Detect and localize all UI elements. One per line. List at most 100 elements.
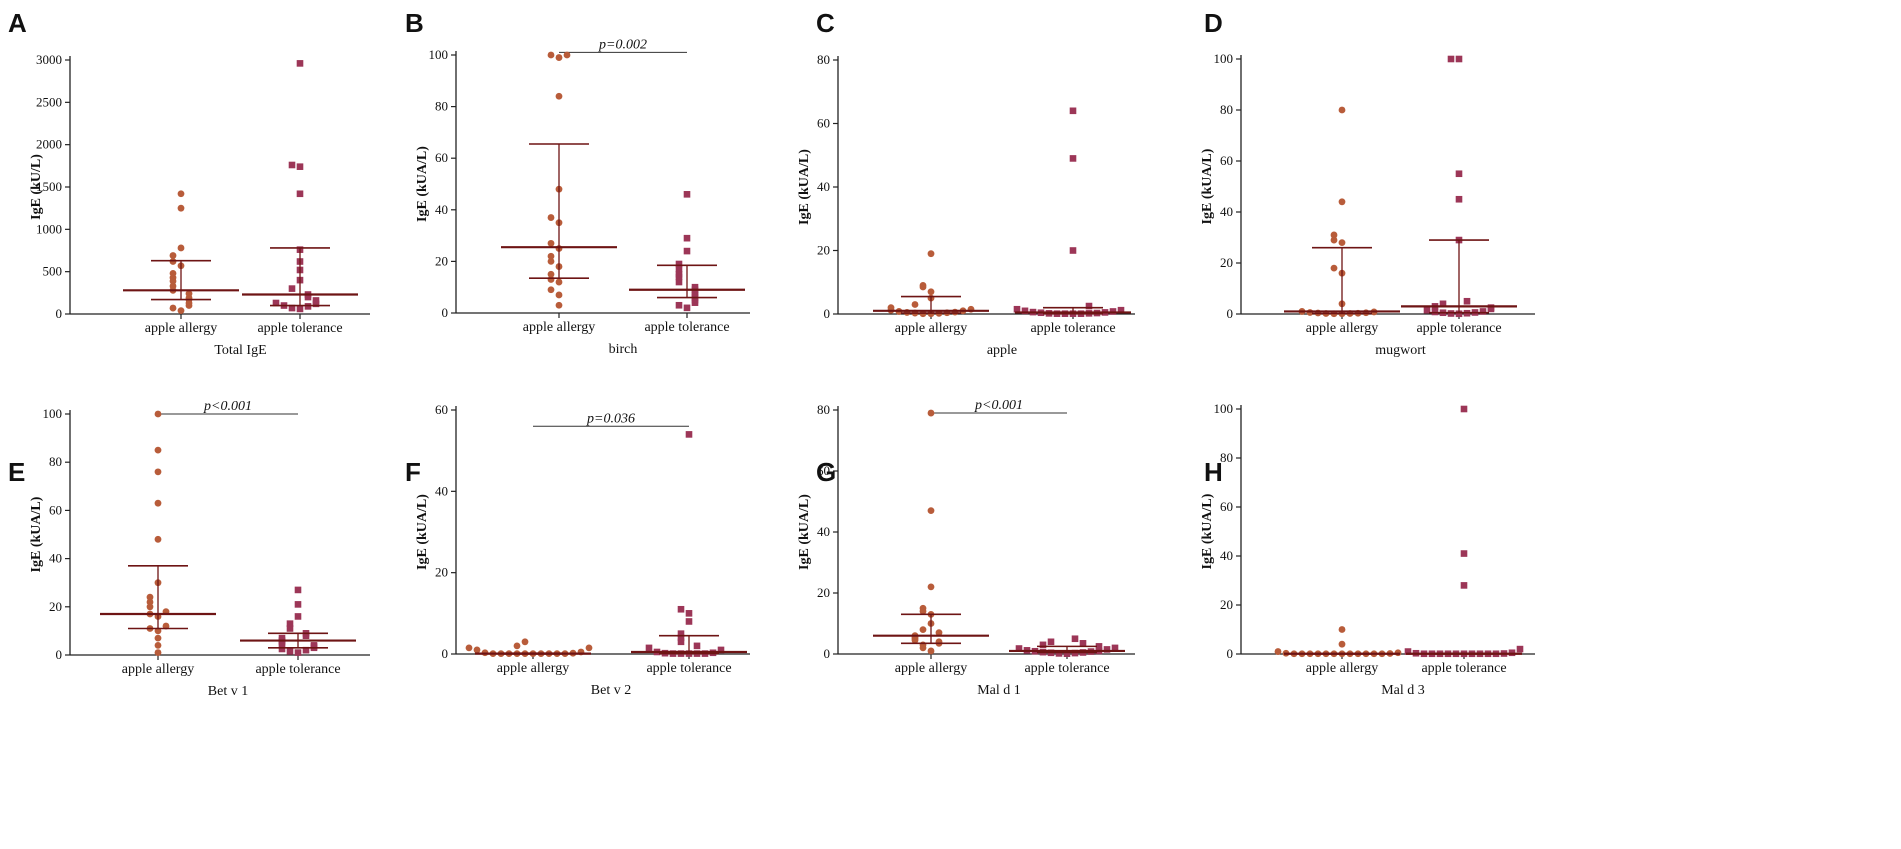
data-point	[154, 499, 162, 507]
data-point	[1055, 650, 1063, 657]
x-category-label: apple allergy	[145, 321, 217, 336]
data-point	[555, 92, 563, 100]
data-point	[1103, 646, 1111, 653]
data-point	[154, 410, 162, 418]
y-tick-label: 20	[1220, 255, 1233, 270]
y-tick-label: 60	[435, 150, 448, 165]
y-tick-label: 80	[49, 454, 62, 469]
data-point	[1338, 626, 1346, 633]
data-point	[717, 646, 725, 654]
data-point	[169, 304, 177, 312]
y-tick-label: 40	[435, 202, 448, 217]
data-point	[677, 638, 685, 646]
y-tick-label: 60	[1220, 499, 1233, 514]
panel-e: E 0 20 40 60 80 100 IgE (kUA/L) apple allergy app…	[8, 399, 370, 699]
data-point	[1447, 55, 1455, 63]
data-point	[169, 252, 177, 259]
data-point	[1338, 106, 1346, 114]
data-point	[288, 285, 296, 292]
data-point	[1085, 302, 1093, 310]
data-point	[185, 290, 193, 298]
data-point	[1274, 648, 1282, 655]
data-point	[1404, 648, 1412, 655]
panel-letter: E	[8, 457, 25, 487]
data-point	[683, 234, 691, 242]
p-value-label: p=0.002	[598, 37, 647, 52]
panel-b: B 0 20 40 60 80 100 IgE (kUA/L) apple allergy app…	[405, 8, 750, 357]
data-point	[296, 305, 304, 313]
data-point	[685, 618, 693, 625]
data-point	[685, 431, 693, 438]
data-point	[521, 638, 529, 646]
data-point	[1455, 170, 1463, 178]
data-point	[304, 303, 312, 310]
x-category-label: apple tolerance	[644, 320, 729, 335]
data-point	[1013, 305, 1021, 313]
y-tick-label: 80	[1220, 450, 1233, 465]
data-point	[919, 641, 927, 649]
data-point	[272, 299, 280, 307]
data-point	[555, 54, 563, 61]
data-point	[1015, 645, 1023, 652]
x-category-label: apple tolerance	[1421, 661, 1506, 676]
data-point	[1479, 308, 1487, 315]
y-tick-label: 20	[49, 599, 62, 614]
data-point	[169, 282, 177, 290]
data-point	[473, 646, 481, 654]
data-point	[691, 283, 699, 291]
data-point	[177, 307, 185, 315]
x-axis-label: Total IgE	[214, 343, 266, 358]
data-point	[177, 204, 185, 212]
data-point	[1069, 247, 1077, 254]
data-point	[547, 214, 555, 221]
x-axis-label: Mal d 3	[1381, 683, 1425, 698]
y-axis-label: IgE (kUA/L)	[797, 494, 812, 570]
data-point	[1079, 640, 1087, 647]
y-tick-label: 500	[43, 264, 63, 279]
data-point	[935, 629, 943, 637]
data-point	[1069, 155, 1077, 162]
data-point	[645, 644, 653, 652]
y-axis-label: IgE (kUA/L)	[797, 149, 812, 225]
data-point	[169, 269, 177, 277]
data-point	[312, 300, 320, 308]
panel-c: C 0 20 40 60 80 IgE (kUA/L) apple allergy apple …	[797, 8, 1135, 358]
data-point	[288, 161, 296, 169]
data-point	[555, 291, 563, 299]
data-point	[919, 282, 927, 289]
data-point	[154, 649, 162, 656]
data-point	[288, 304, 296, 312]
y-tick-label: 100	[43, 406, 63, 421]
data-point	[951, 308, 959, 316]
data-point	[693, 642, 701, 650]
data-point	[154, 468, 162, 476]
x-axis-label: Bet v 1	[208, 684, 248, 699]
y-tick-label: 0	[824, 306, 831, 321]
x-category-label: apple allergy	[122, 662, 194, 677]
data-point	[563, 51, 571, 59]
data-point	[286, 625, 294, 632]
x-category-label: apple tolerance	[1030, 321, 1115, 336]
y-axis-label: IgE (kUA/L)	[415, 494, 430, 570]
y-tick-label: 2000	[36, 137, 62, 152]
data-point	[677, 630, 685, 637]
data-point	[1455, 310, 1463, 318]
data-point	[919, 626, 927, 633]
data-point	[296, 60, 304, 67]
panel-g: G 0 20 40 60 80 IgE (kUA/L) apple allergy apple …	[797, 398, 1135, 698]
y-tick-label: 40	[817, 524, 830, 539]
data-point	[177, 244, 185, 252]
x-category-label: apple tolerance	[1024, 661, 1109, 676]
panel-letter: F	[405, 457, 421, 487]
data-point	[1071, 635, 1079, 643]
x-axis-label: apple	[987, 343, 1017, 358]
panel-letter: A	[8, 8, 27, 38]
y-tick-label: 0	[1227, 306, 1234, 321]
data-point	[278, 645, 286, 653]
data-point	[911, 301, 919, 308]
x-category-label: apple tolerance	[257, 321, 342, 336]
data-point	[154, 535, 162, 543]
panel-a: A 0 500 1000 1500 2000 2500 3000 IgE (kU/L) apple…	[8, 8, 370, 358]
data-point	[513, 642, 521, 650]
